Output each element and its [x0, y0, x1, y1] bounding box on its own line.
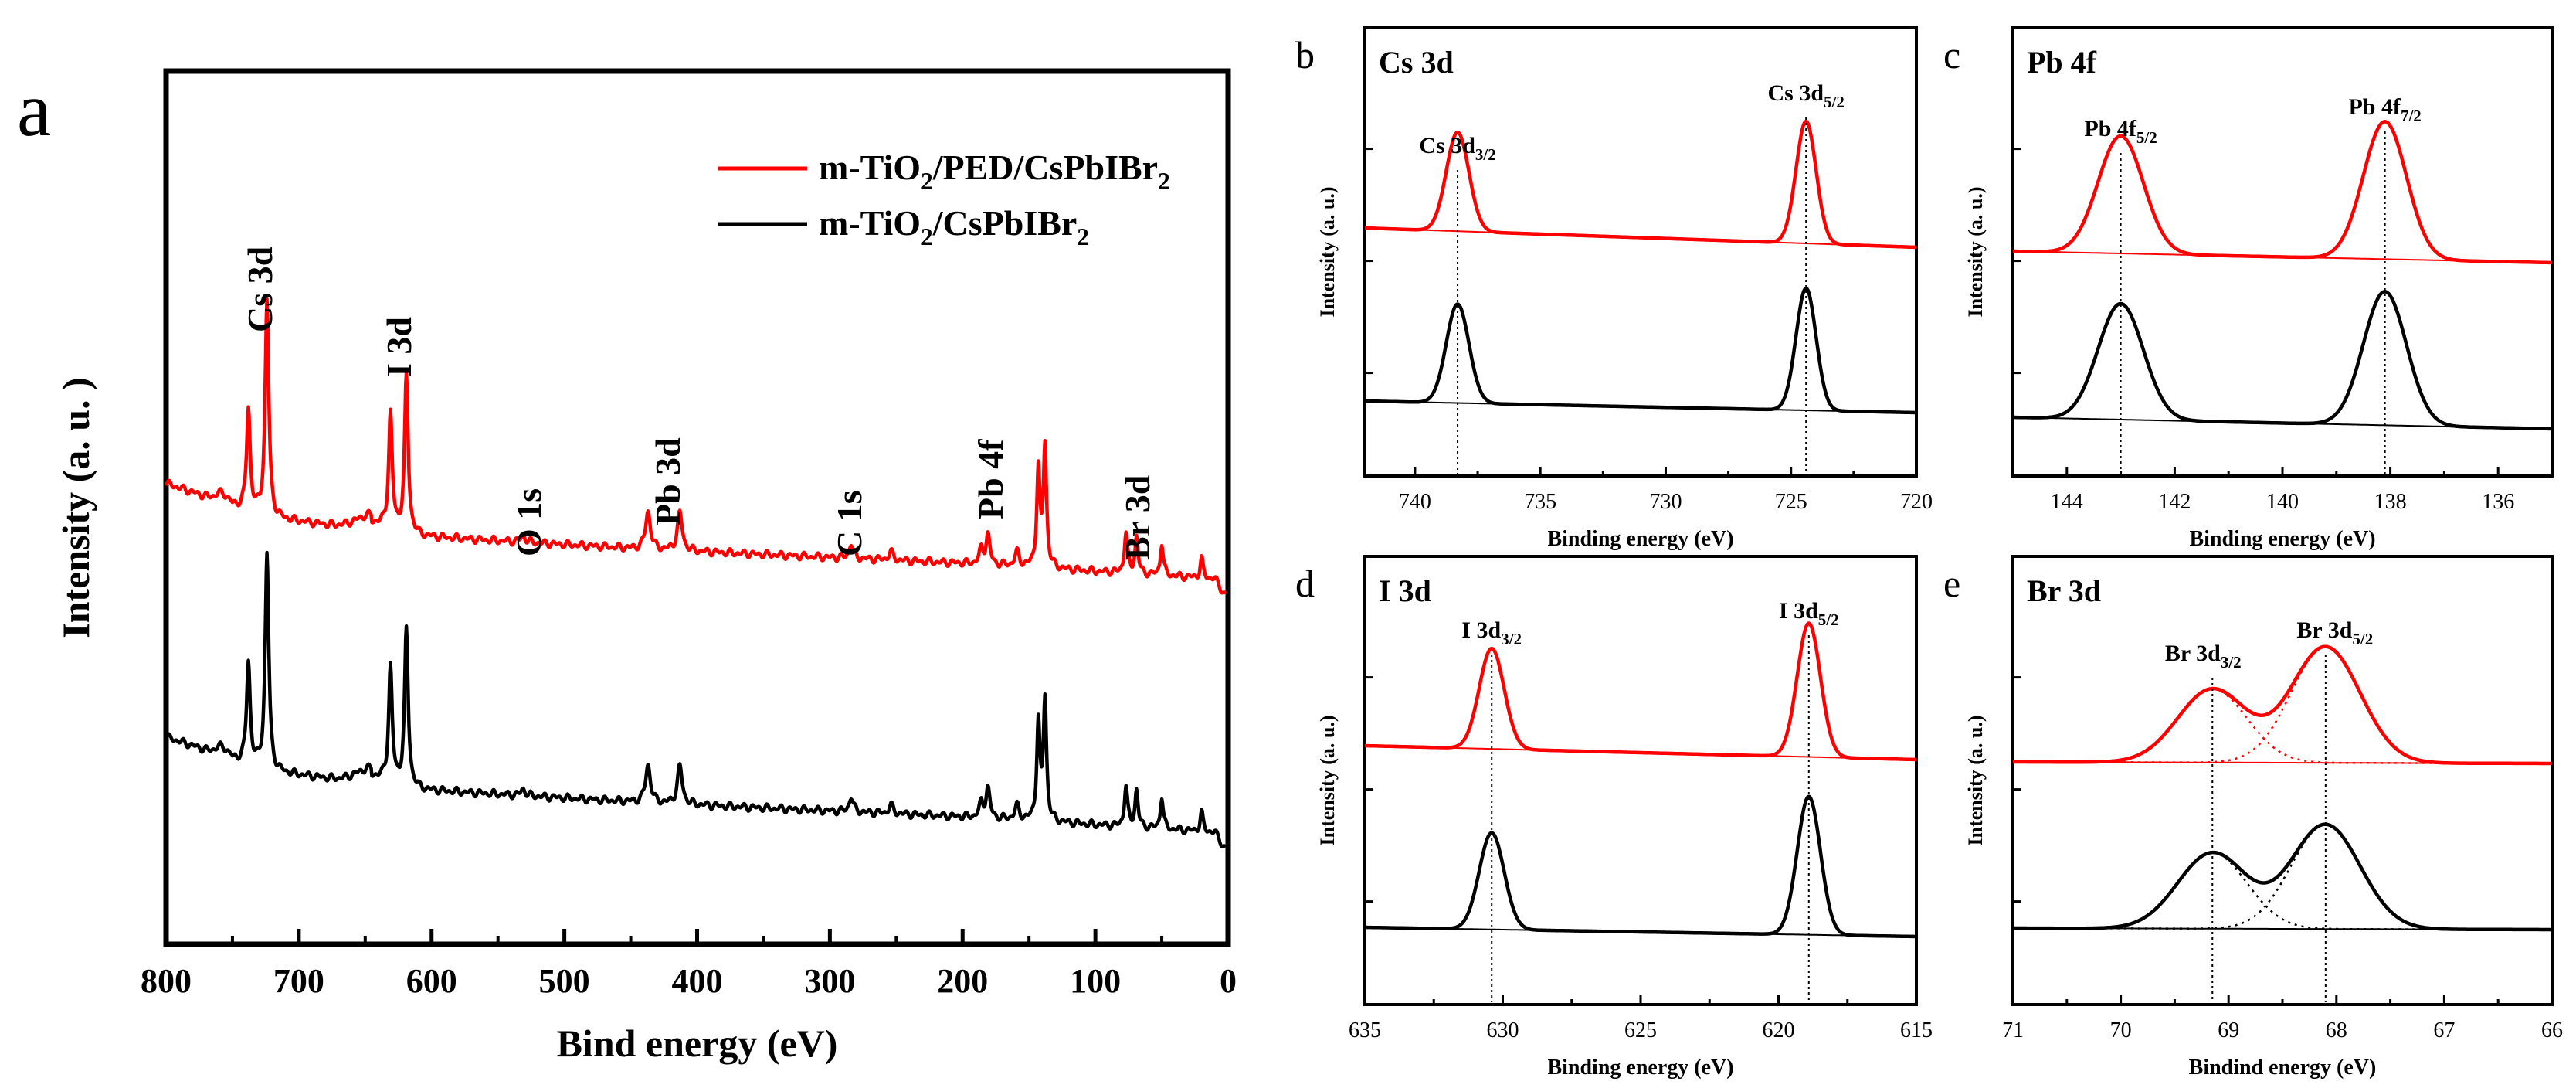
panel-a-peak-label: Pb 4f	[971, 439, 1010, 519]
panel-d-xtick-label: 630	[1487, 1018, 1519, 1042]
panel-d-black-fit	[1363, 794, 1918, 939]
panel-b-xlabel: Binding energy (eV)	[1547, 527, 1733, 551]
panel-e-xtick-label: 71	[2002, 1018, 2024, 1042]
panel-a-peak-label: O 1s	[509, 488, 548, 556]
panel-e-title: Br 3d	[2027, 573, 2101, 608]
panel-e-xlabel: Bindind energy (eV)	[2189, 1056, 2377, 1080]
panel-a-letter: a	[17, 66, 51, 152]
panel-b-red-fit	[1363, 119, 1918, 250]
panel-e-xtick-label: 69	[2218, 1018, 2239, 1042]
panel-b-ylabel: Intensity (a. u.)	[1316, 186, 1339, 317]
panel-a-peak-label: Pb 3d	[648, 437, 687, 525]
panel-b-title: Cs 3d	[1379, 45, 1454, 80]
panel-c-frame	[2011, 26, 2554, 478]
panel-c-xtick-label: 138	[2374, 490, 2407, 514]
panel-b-xtick-label: 730	[1649, 490, 1682, 514]
panel-e-peak-label: Br 3d5/2	[2296, 617, 2373, 648]
panel-b-black-fit	[1363, 286, 1918, 415]
panel-d-peak-label: I 3d3/2	[1461, 617, 1522, 648]
panel-e-xtick-label: 66	[2541, 1018, 2563, 1042]
panel-a-peak-label: C 1s	[830, 490, 869, 556]
panel-a-xtick-label: 300	[804, 962, 855, 1000]
panel-b-xtick-label: 720	[1900, 490, 1933, 514]
panel-a-peak-label: I 3d	[379, 317, 419, 377]
panel-d-xlabel: Binding energy (eV)	[1547, 1056, 1733, 1080]
panel-d-peak-label: I 3d5/2	[1779, 598, 1839, 629]
panel-e-xtick-label: 68	[2326, 1018, 2347, 1042]
panel-c-black-fit	[2011, 290, 2554, 431]
panel-b-peak-label: Cs 3d3/2	[1419, 133, 1495, 164]
panel-c-red-fit	[2011, 120, 2554, 265]
panel-a-series-ref	[164, 550, 1227, 848]
panel-d-xtick-label: 615	[1900, 1018, 1933, 1042]
panel-e-xtick-label: 67	[2433, 1018, 2455, 1042]
panel-b-xtick-label: 725	[1775, 490, 1807, 514]
panel-e-red-component-2	[2012, 645, 2553, 765]
panel-c-letter: c	[1943, 33, 1960, 76]
panel-d-ylabel: Intensity (a. u.)	[1316, 715, 1339, 845]
panel-d-xtick-label: 620	[1763, 1018, 1795, 1042]
panel-a-xtick-label: 700	[273, 962, 324, 1000]
panel-e-frame	[2011, 555, 2554, 1006]
panel-c-xtick-label: 144	[2051, 490, 2083, 514]
panel-d-title: I 3d	[1379, 573, 1431, 608]
panel-e-black-component-2	[2012, 823, 2553, 931]
panel-a-frame	[163, 68, 1231, 947]
panel-e-red-fit	[2011, 644, 2554, 766]
panel-c-xtick-label: 142	[2158, 490, 2191, 514]
panel-d-red-fit	[1363, 621, 1918, 762]
panel-a-ylabel: Intensity (a. u. )	[54, 377, 97, 638]
panel-d-letter: d	[1295, 562, 1315, 605]
panel-b-black-raw	[1364, 286, 1917, 415]
panel-a-xtick-label: 200	[937, 962, 988, 1000]
panel-a-series-ped	[164, 297, 1227, 595]
panel-e-ylabel: Intensity (a. u.)	[1964, 715, 1987, 845]
panel-e-black-component-1	[2012, 852, 2553, 931]
panel-c-xtick-label: 136	[2482, 490, 2514, 514]
panel-a-xtick-label: 400	[672, 962, 723, 1000]
panel-b-peak-label: Cs 3d5/2	[1768, 80, 1845, 111]
panel-d-xtick-label: 635	[1349, 1018, 1381, 1042]
panel-c-peak-label: Pb 4f7/2	[2348, 94, 2421, 125]
panel-b-xtick-label: 735	[1524, 490, 1556, 514]
panel-c-peak-label: Pb 4f5/2	[2084, 116, 2157, 147]
panel-c-title: Pb 4f	[2027, 45, 2097, 80]
panel-a-legend-label: m-TiO2​/CsPbIBr2​	[819, 203, 1089, 250]
panel-a-legend-label: m-TiO2​/PED/CsPbIBr2​	[819, 148, 1170, 195]
panel-b-letter: b	[1295, 33, 1315, 76]
panel-c-xtick-label: 140	[2266, 490, 2299, 514]
panel-a-xtick-label: 0	[1220, 962, 1237, 1000]
panel-a-peak-label: Br 3d	[1118, 474, 1157, 560]
panel-e-black-fit	[2011, 822, 2554, 932]
panel-a-peak-label: Cs 3d	[240, 246, 280, 332]
panel-e-peak-label: Br 3d3/2	[2165, 641, 2242, 672]
panel-d-xtick-label: 625	[1624, 1018, 1657, 1042]
panel-e-xtick-label: 70	[2110, 1018, 2132, 1042]
panel-b-xtick-label: 740	[1399, 490, 1431, 514]
panel-a-xtick-label: 800	[141, 962, 192, 1000]
panel-c-ylabel: Intensity (a. u.)	[1964, 186, 1987, 317]
panel-a-xtick-label: 500	[539, 962, 590, 1000]
panel-e-letter: e	[1943, 562, 1960, 605]
panel-a-xtick-label: 600	[406, 962, 457, 1000]
panel-b-frame	[1363, 26, 1918, 478]
panel-c-xlabel: Binding energy (eV)	[2189, 527, 2375, 551]
panel-a-xtick-label: 100	[1070, 962, 1121, 1000]
panel-a-xlabel: Bind energy (eV)	[557, 1022, 838, 1065]
